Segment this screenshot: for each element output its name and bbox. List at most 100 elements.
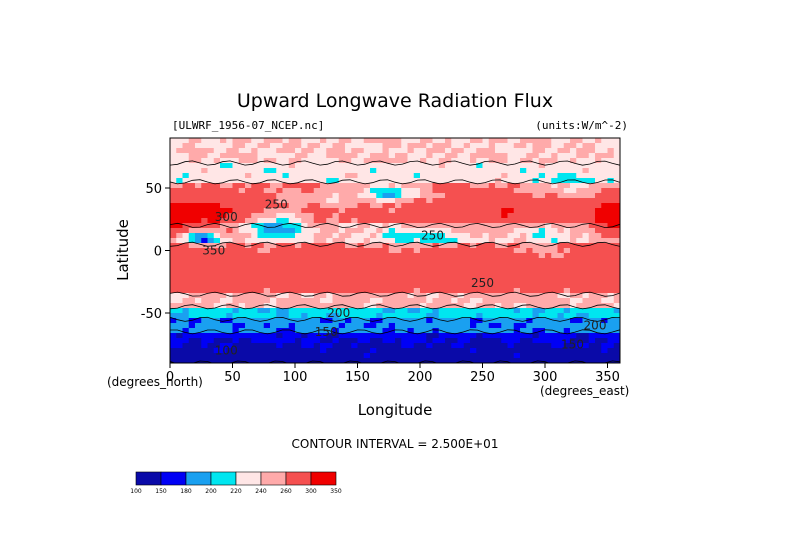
field-cell <box>326 228 334 234</box>
field-cell <box>282 208 290 214</box>
field-cell <box>507 278 515 284</box>
field-cell <box>376 333 384 339</box>
field-cell <box>526 168 534 174</box>
field-cell <box>526 148 534 154</box>
field-cell <box>338 358 346 363</box>
field-cell <box>545 278 552 284</box>
field-cell <box>413 298 421 304</box>
field-cell <box>301 238 309 244</box>
field-cell <box>295 278 302 284</box>
field-cell <box>357 193 365 199</box>
field-cell <box>438 358 446 363</box>
field-cell <box>526 343 534 349</box>
field-cell <box>170 273 177 279</box>
field-cell <box>451 263 459 269</box>
field-cell <box>432 248 440 254</box>
field-cell <box>251 348 259 354</box>
field-cell <box>520 258 527 264</box>
field-cell <box>351 323 359 329</box>
field-cell <box>563 233 571 239</box>
field-cell <box>470 218 477 224</box>
field-cell <box>232 343 240 349</box>
field-cell <box>320 238 327 244</box>
field-cell <box>195 148 202 154</box>
field-cell <box>470 343 477 349</box>
field-cell <box>251 323 259 329</box>
field-cell <box>195 313 202 319</box>
field-cell <box>220 298 227 304</box>
field-cell <box>457 233 465 239</box>
field-cell <box>351 173 359 179</box>
field-cell <box>501 283 509 289</box>
field-cell <box>220 248 227 254</box>
field-cell <box>313 213 321 219</box>
field-cell <box>407 333 415 339</box>
field-cell <box>170 208 177 214</box>
field-cell <box>251 333 259 339</box>
field-cell <box>482 313 490 319</box>
field-cell <box>282 298 290 304</box>
field-cell <box>213 273 221 279</box>
field-cell <box>595 333 602 339</box>
field-cell <box>538 193 546 199</box>
field-cell <box>320 313 327 319</box>
field-cell <box>351 168 359 174</box>
field-cell <box>463 163 471 169</box>
field-cell <box>401 238 409 244</box>
field-cell <box>407 228 415 234</box>
field-cell <box>520 353 527 359</box>
field-cell <box>595 213 602 219</box>
field-cell <box>601 298 609 304</box>
field-cell <box>351 248 359 254</box>
field-cell <box>532 328 540 334</box>
field-cell <box>501 198 509 204</box>
field-cell <box>226 208 234 214</box>
field-cell <box>320 203 327 209</box>
field-cell <box>320 153 327 159</box>
field-cell <box>338 203 346 209</box>
field-cell <box>476 343 484 349</box>
field-cell <box>370 283 377 289</box>
field-cell <box>338 183 346 189</box>
field-cell <box>482 143 490 149</box>
field-cell <box>220 293 227 299</box>
field-cell <box>538 228 546 234</box>
field-cell <box>595 298 602 304</box>
field-cell <box>407 163 415 169</box>
field-cell <box>207 283 215 289</box>
field-cell <box>476 148 484 154</box>
field-cell <box>270 253 277 259</box>
field-cell <box>201 228 209 234</box>
field-cell <box>370 288 377 294</box>
field-cell <box>251 303 259 309</box>
field-cell <box>282 153 290 159</box>
field-cell <box>313 303 321 309</box>
field-cell <box>570 208 577 214</box>
field-cell <box>370 293 377 299</box>
field-cell <box>507 158 515 164</box>
field-cell <box>557 193 565 199</box>
field-cell <box>507 248 515 254</box>
field-cell <box>476 208 484 214</box>
field-cell <box>213 298 221 304</box>
field-cell <box>551 143 559 149</box>
field-cell <box>576 198 584 204</box>
field-cell <box>363 358 371 363</box>
field-cell <box>407 348 415 354</box>
field-cell <box>538 143 546 149</box>
field-cell <box>357 263 365 269</box>
field-cell <box>401 308 409 314</box>
field-cell <box>432 308 440 314</box>
field-cell <box>232 148 240 154</box>
field-cell <box>432 163 440 169</box>
field-cell <box>232 198 240 204</box>
field-cell <box>195 298 202 304</box>
field-cell <box>395 268 402 274</box>
field-cell <box>613 358 620 363</box>
field-cell <box>588 238 596 244</box>
field-cell <box>245 318 252 324</box>
field-cell <box>538 148 546 154</box>
field-cell <box>226 283 234 289</box>
field-cell <box>213 268 221 274</box>
field-cell <box>613 273 620 279</box>
